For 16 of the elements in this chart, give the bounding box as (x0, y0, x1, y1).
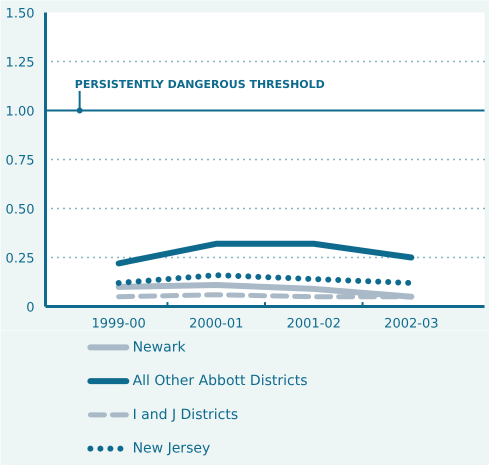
x-tick-label: 2000-01 (189, 316, 244, 332)
y-tick-label: 0.25 (6, 252, 35, 266)
y-tick-label: 0.50 (6, 202, 35, 218)
x-tick-label: 2002-03 (384, 316, 439, 332)
legend-label: New Jersey (132, 440, 210, 457)
legend-label: I and J Districts (132, 406, 238, 423)
y-tick-label: 1.50 (6, 6, 35, 22)
ref-line-label: PERSISTENTLY DANGEROUS THRESHOLD (74, 78, 325, 91)
legend-label: Newark (132, 339, 186, 356)
x-tick-label: 2001-02 (286, 316, 341, 332)
legend-label: All Other Abbott Districts (132, 373, 308, 390)
y-tick-label: 1.25 (6, 56, 35, 70)
y-tick-label: 0 (26, 300, 35, 316)
x-tick-label: 1999-00 (92, 316, 146, 332)
y-tick-label: 1.00 (6, 104, 35, 120)
y-tick-label: 0.75 (6, 154, 35, 168)
